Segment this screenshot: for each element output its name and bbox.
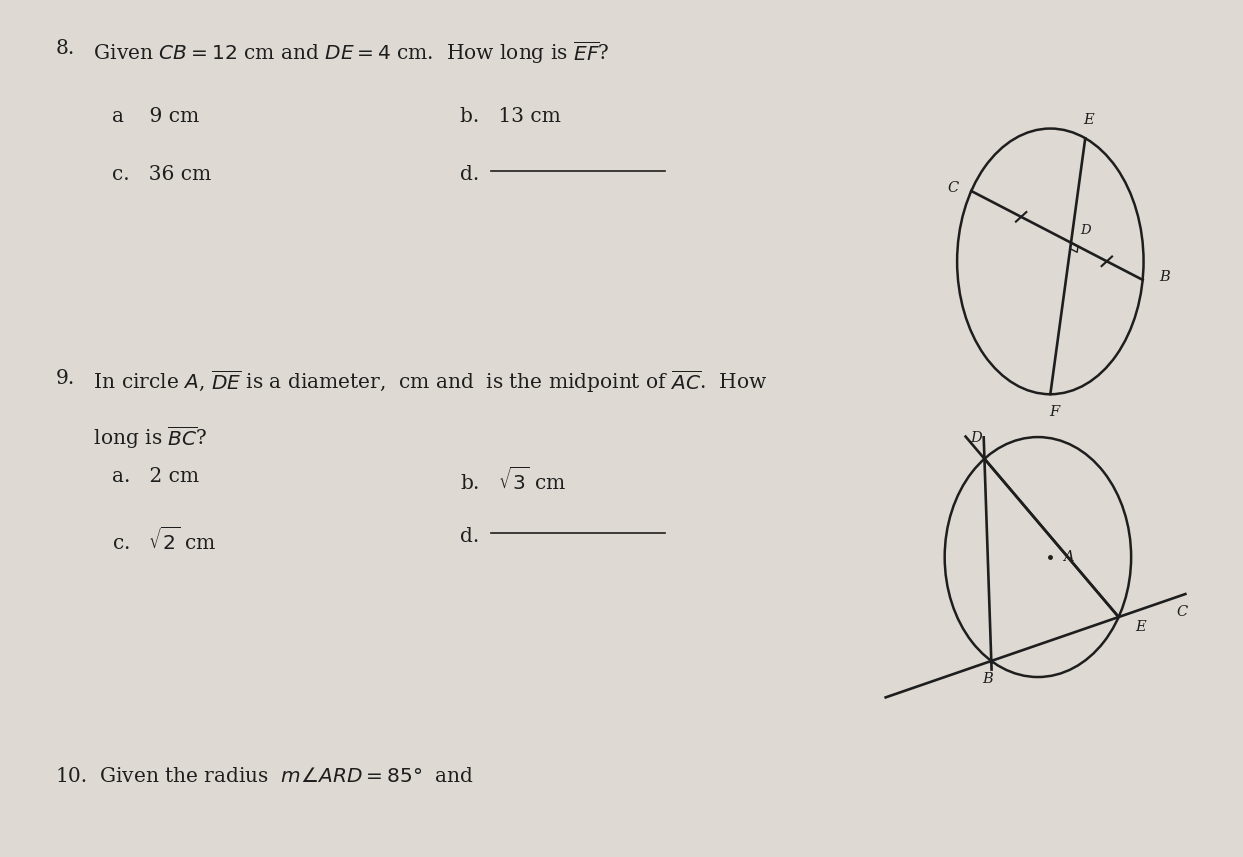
Text: D: D xyxy=(971,431,982,446)
Text: 10.: 10. xyxy=(56,767,88,786)
Text: In circle $A$, $\overline{DE}$ is a diameter,  cm and  is the midpoint of $\over: In circle $A$, $\overline{DE}$ is a diam… xyxy=(81,369,767,395)
Text: d.: d. xyxy=(460,165,479,183)
Text: c.   36 cm: c. 36 cm xyxy=(112,165,211,183)
Text: a    9 cm: a 9 cm xyxy=(112,107,199,126)
Text: C: C xyxy=(1177,605,1188,620)
Text: A: A xyxy=(1063,550,1074,564)
Text: E: E xyxy=(1084,113,1094,127)
Text: E: E xyxy=(1135,620,1145,634)
Text: Given $CB = 12$ cm and $DE = 4$ cm.  How long is $\overline{EF}$?: Given $CB = 12$ cm and $DE = 4$ cm. How … xyxy=(81,39,609,65)
Text: d.: d. xyxy=(460,527,479,546)
Text: 9.: 9. xyxy=(56,369,75,387)
Text: D: D xyxy=(1080,225,1091,237)
Text: a.   2 cm: a. 2 cm xyxy=(112,467,199,486)
Text: long is $\overline{BC}$?: long is $\overline{BC}$? xyxy=(81,424,208,451)
Text: b.   13 cm: b. 13 cm xyxy=(460,107,561,126)
Text: B: B xyxy=(983,672,993,686)
Text: F: F xyxy=(1049,405,1059,419)
Text: B: B xyxy=(1158,270,1170,284)
Text: b.   $\sqrt{3}$ cm: b. $\sqrt{3}$ cm xyxy=(460,467,566,494)
Text: c.   $\sqrt{2}$ cm: c. $\sqrt{2}$ cm xyxy=(112,527,216,554)
Text: 8.: 8. xyxy=(56,39,75,57)
Text: C: C xyxy=(947,181,958,195)
Text: Given the radius  $m\angle ARD = 85°$  and: Given the radius $m\angle ARD = 85°$ and xyxy=(93,767,475,786)
